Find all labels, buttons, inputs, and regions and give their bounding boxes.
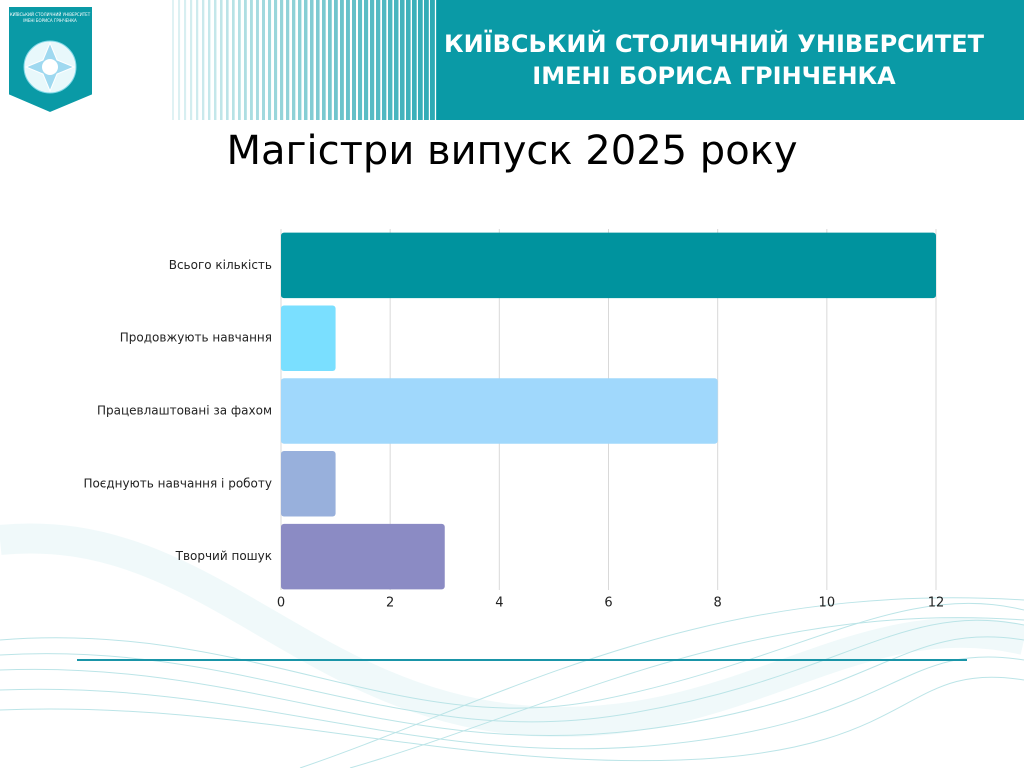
- stripe: [190, 0, 193, 120]
- stripe: [262, 0, 265, 120]
- header-title: КИЇВСЬКИЙ СТОЛИЧНИЙ УНІВЕРСИТЕТ: [444, 29, 985, 58]
- stripe: [304, 0, 308, 120]
- stripe: [424, 0, 429, 120]
- stripe: [250, 0, 253, 120]
- bar: [281, 305, 336, 371]
- stripe: [178, 0, 181, 120]
- stripe: [370, 0, 375, 120]
- stripe: [364, 0, 369, 120]
- stripe: [382, 0, 387, 120]
- stripe: [352, 0, 356, 120]
- stripe: [244, 0, 247, 120]
- header-title: ІМЕНІ БОРИСА ГРІНЧЕНКА: [532, 62, 896, 90]
- stripe: [412, 0, 417, 120]
- x-tick-label: 12: [928, 596, 945, 611]
- y-tick-label: Поєднують навчання і роботу: [83, 476, 272, 490]
- stripe: [184, 0, 187, 120]
- logo-text: ІМЕНІ БОРИСА ГРІНЧЕНКА: [23, 18, 77, 23]
- stripe: [388, 0, 393, 120]
- stripe: [418, 0, 423, 120]
- bar: [281, 232, 936, 299]
- y-tick-label: Продовжують навчання: [120, 331, 272, 345]
- stripe: [202, 0, 205, 120]
- bar: [281, 523, 445, 590]
- stripe: [268, 0, 272, 120]
- chart-title: Магістри випуск 2025 року: [226, 128, 797, 174]
- stripe: [220, 0, 223, 120]
- logo-text: КИЇВСЬКИЙ СТОЛИЧНИЙ УНІВЕРСИТЕТ: [10, 12, 91, 17]
- y-tick-label: Всього кількість: [169, 258, 272, 272]
- x-tick-label: 4: [495, 596, 503, 611]
- stripe: [340, 0, 344, 120]
- stripe: [376, 0, 381, 120]
- stripe: [196, 0, 199, 120]
- stripe: [214, 0, 217, 120]
- chart: 0 2 4 6 8 10 12 Всього кількість Продовжують нав…: [83, 229, 944, 611]
- bar: [281, 451, 336, 517]
- stripe: [292, 0, 296, 120]
- header-band: [437, 0, 1024, 120]
- stripe: [346, 0, 350, 120]
- stripe: [280, 0, 284, 120]
- stripe: [358, 0, 363, 120]
- stripe: [328, 0, 332, 120]
- stripe: [406, 0, 411, 120]
- stripe: [334, 0, 338, 120]
- logo: КИЇВСЬКИЙ СТОЛИЧНИЙ УНІВЕРСИТЕТ ІМЕНІ БО…: [7, 5, 94, 115]
- stripe: [232, 0, 235, 120]
- stripe: [310, 0, 314, 120]
- y-tick-label: Працевлаштовані за фахом: [97, 404, 272, 418]
- stripe: [274, 0, 278, 120]
- stripe: [430, 0, 435, 120]
- stripe: [316, 0, 320, 120]
- waves: [0, 523, 1024, 768]
- x-tick-label: 10: [819, 596, 836, 611]
- stripe: [394, 0, 399, 120]
- stripe: [172, 0, 174, 120]
- x-tick-label: 2: [386, 596, 394, 611]
- stripe: [226, 0, 229, 120]
- y-tick-label: Творчий пошук: [175, 549, 272, 563]
- x-tick-label: 0: [277, 596, 285, 611]
- stripe: [286, 0, 290, 120]
- stripe: [256, 0, 259, 120]
- stripe: [400, 0, 405, 120]
- bar: [281, 378, 718, 444]
- stripe: [238, 0, 241, 120]
- x-tick-label: 8: [714, 596, 722, 611]
- stripe: [298, 0, 302, 120]
- x-tick-label: 6: [604, 596, 612, 611]
- stripe: [208, 0, 211, 120]
- header-stripes: [172, 0, 441, 120]
- stripe: [322, 0, 326, 120]
